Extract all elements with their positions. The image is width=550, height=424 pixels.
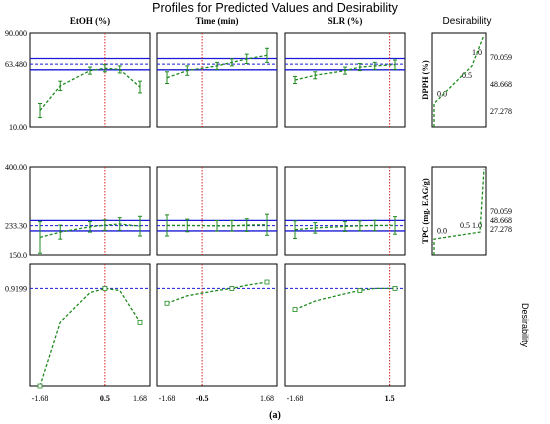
panels-layer: EtOH (%) Time (min) SLR (%) 90.000 63.480 10.… (5, 16, 530, 403)
figure-caption: (a) (269, 410, 281, 421)
response-curve (294, 224, 395, 231)
x-tick-label-c1: 1.68 (260, 394, 274, 403)
desirability-level-label: 0.5 (462, 71, 472, 80)
column-header-2: SLR (%) (328, 16, 363, 26)
x-tick-label-c0: 1.68 (133, 394, 147, 403)
curve-point-marker (102, 285, 108, 291)
column-header-0: EtOH (%) (70, 16, 110, 26)
response-curve (294, 64, 396, 81)
response-curve (166, 281, 268, 304)
x-tick-label-c0: -1.68 (32, 394, 49, 403)
panel-frame-r1-c1 (156, 166, 278, 256)
curve-point-marker (292, 307, 298, 313)
curve-point-marker (264, 279, 270, 285)
row-axis-label: TPC (mg. EAG/g) (420, 178, 430, 244)
desirability-header: Desirability (443, 16, 492, 27)
panel-frame-r2-c0 (29, 263, 151, 387)
y-tick-label-r1: 233.30 (5, 222, 27, 231)
response-curve (167, 224, 268, 227)
panel-frame-r2-c2 (284, 263, 406, 387)
curve-point-marker (37, 383, 43, 389)
desirability-value-label: 27.278 (490, 225, 512, 234)
panel-frame-r1-c2 (284, 166, 406, 256)
x-tick-label-c1: -0.5 (196, 394, 209, 403)
panel-frame-r0-c0 (29, 32, 151, 128)
desirability-level-label: 1.0 (472, 221, 482, 230)
y-tick-label-r2: 0.9199 (5, 284, 27, 293)
curve-point-marker (137, 319, 143, 325)
desirability-value-label: 48.668 (490, 80, 512, 89)
desirability-value-label: 48.668 (490, 216, 512, 225)
response-curve (39, 287, 141, 387)
y-tick-label-r0: 63.480 (5, 60, 27, 69)
response-curve (166, 54, 268, 79)
desirability-panel-frame (431, 32, 487, 128)
column-header-1: Time (min) (195, 16, 238, 26)
response-curve (39, 67, 141, 111)
x-tick-label-c1: -1.68 (159, 394, 176, 403)
desirability-level-label: 0.5 (460, 221, 470, 230)
x-tick-label-c2: -1.68 (287, 394, 304, 403)
response-curve (294, 287, 395, 311)
panel-frame-r0-c2 (284, 32, 406, 128)
x-tick-label-c2: 1.5 (385, 394, 395, 403)
y-tick-label-r1: 400.00 (5, 163, 27, 172)
curve-point-marker (357, 288, 363, 293)
y-tick-label-r1: 150.0 (9, 251, 27, 260)
desirability-function-curve (433, 34, 485, 127)
desirability-panel-frame (431, 166, 487, 256)
desirability-value-label: 27.278 (490, 107, 512, 116)
figure-title: Profiles for Predicted Values and Desira… (152, 1, 398, 15)
x-tick-label-c0: 0.5 (100, 394, 110, 403)
y-tick-label-r0: 10.00 (9, 123, 27, 132)
desirability-level-label: 0.0 (437, 90, 447, 99)
curve-point-marker (164, 300, 170, 306)
desirability-level-label: 0.0 (437, 227, 447, 236)
desirability-value-label: 70.059 (490, 53, 512, 62)
curve-point-marker (392, 285, 398, 291)
panel-frame-r0-c1 (156, 32, 278, 128)
y-tick-label-r0: 90.000 (5, 29, 27, 38)
curve-point-marker (229, 285, 235, 291)
panel-frame-r1-c0 (29, 166, 151, 256)
desirability-function-curve (433, 168, 485, 255)
desirability-value-label: 70.059 (490, 207, 512, 216)
response-curve (39, 223, 141, 239)
row-axis-label: DPPH (%) (420, 60, 430, 100)
panel-frame-r2-c1 (156, 263, 278, 387)
row-axis-label: Desirability (520, 303, 530, 348)
